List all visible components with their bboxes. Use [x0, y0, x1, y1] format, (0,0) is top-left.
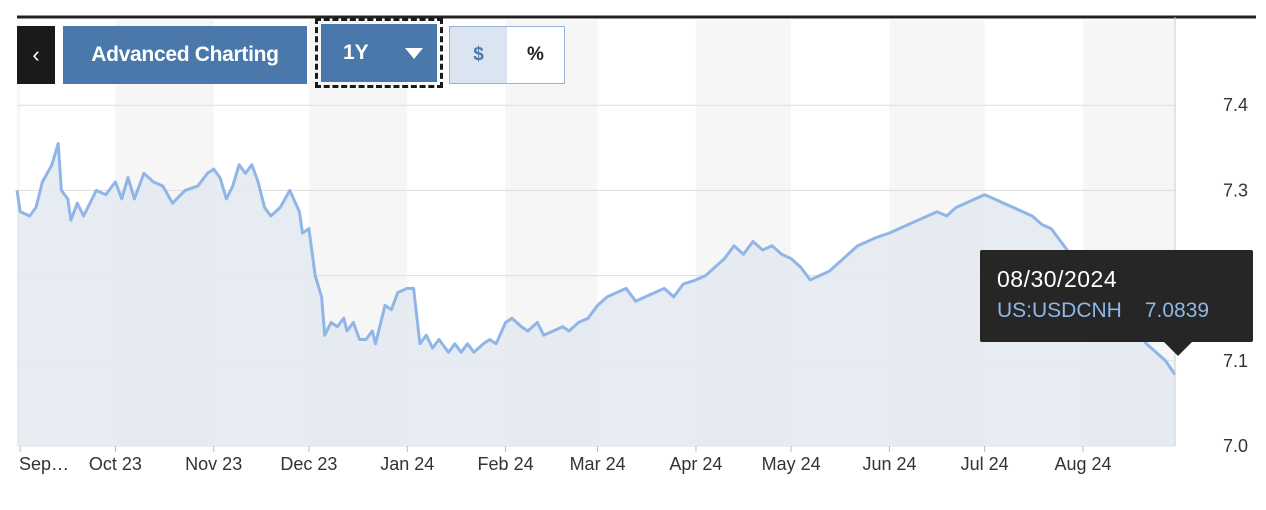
- dollar-toggle-button[interactable]: $: [450, 27, 507, 83]
- back-button[interactable]: ‹: [17, 26, 55, 84]
- chevron-down-icon: [405, 47, 423, 59]
- unit-toggle: $ %: [449, 26, 565, 84]
- y-tick-label: 7.1: [1223, 351, 1248, 371]
- tooltip-date: 08/30/2024: [997, 266, 1118, 292]
- x-tick-label: Aug 24: [1054, 454, 1111, 474]
- x-axis: Sep… Oct 23 Nov 23 Dec 23 Jan 24 Feb 24 Mar 24…: [19, 446, 1112, 474]
- tooltip-symbol: US:USDCNH: [997, 299, 1122, 322]
- x-tick-label: Oct 23: [89, 454, 142, 474]
- x-tick-label: Mar 24: [570, 454, 626, 474]
- range-label: 1Y: [343, 41, 369, 64]
- x-tick-label: Jul 24: [961, 454, 1009, 474]
- y-tick-label: 7.0: [1223, 436, 1248, 456]
- y-tick-label: 7.3: [1223, 180, 1248, 200]
- x-tick-label: Jan 24: [380, 454, 434, 474]
- tooltip-row: US:USDCNH 7.0839: [997, 299, 1253, 323]
- advanced-charting-button[interactable]: Advanced Charting: [63, 26, 307, 84]
- chart-toolbar: ‹ Advanced Charting 1Y $ %: [17, 18, 565, 88]
- x-tick-label: May 24: [762, 454, 821, 474]
- series-area: [17, 143, 1175, 446]
- range-dropdown[interactable]: 1Y: [321, 24, 437, 82]
- x-tick-label: Apr 24: [669, 454, 722, 474]
- x-tick-label: Nov 23: [185, 454, 242, 474]
- x-tick-label: Feb 24: [478, 454, 534, 474]
- x-tick-label: Jun 24: [862, 454, 916, 474]
- x-tick-label: Sep…: [19, 454, 69, 474]
- chart-tooltip: 08/30/2024 US:USDCNH 7.0839: [980, 250, 1253, 356]
- tooltip-value: 7.0839: [1144, 299, 1210, 322]
- y-axis: 7.0 7.1 7.3 7.4: [1223, 95, 1248, 456]
- percent-toggle-button[interactable]: %: [507, 27, 564, 83]
- x-tick-label: Dec 23: [280, 454, 337, 474]
- series-line: [15, 142, 1177, 376]
- range-selector-focus: 1Y: [315, 18, 443, 88]
- y-tick-label: 7.4: [1223, 95, 1248, 115]
